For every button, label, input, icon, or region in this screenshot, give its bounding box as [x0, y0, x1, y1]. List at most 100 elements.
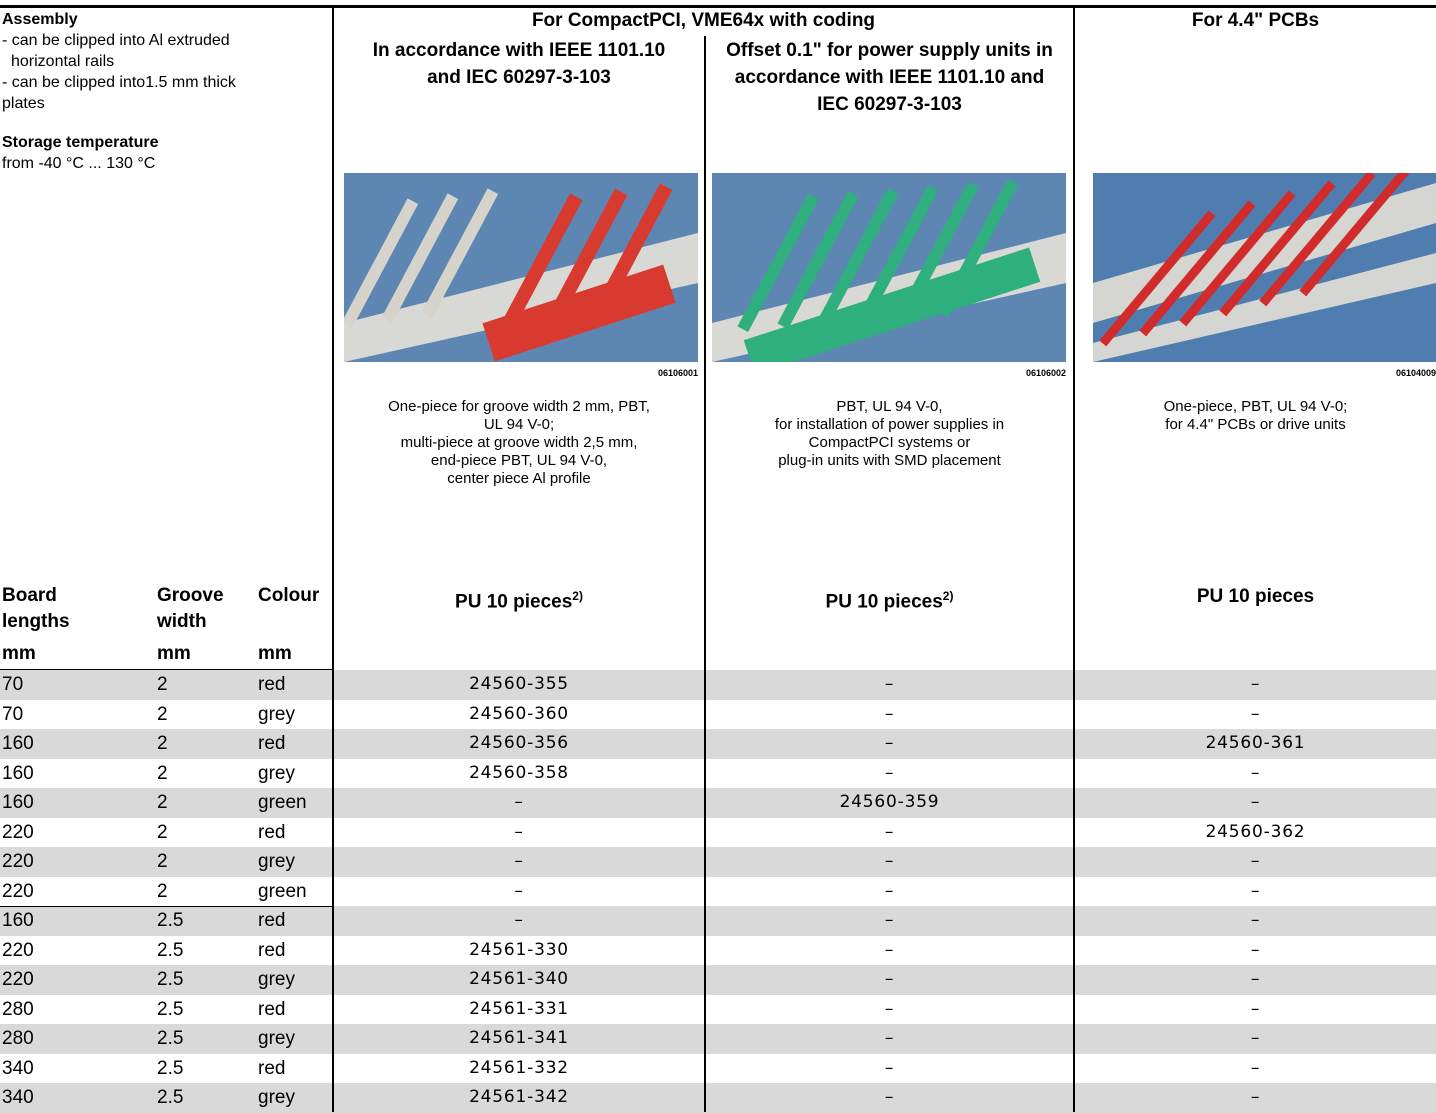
- cell: grey: [258, 703, 295, 725]
- cell: 24560-360: [469, 703, 569, 724]
- cell: green: [258, 792, 307, 813]
- cell: –: [514, 880, 524, 901]
- cell: red: [258, 1057, 286, 1079]
- cell: 24560-355: [469, 674, 569, 694]
- cell: 2.5: [157, 1057, 184, 1079]
- description: One-piece for groove width 2 mm, PBT, UL …: [334, 398, 704, 488]
- cell: 2.5: [157, 910, 184, 931]
- header-line: Colour: [258, 585, 320, 606]
- note-line: plates: [2, 95, 45, 112]
- cell: 220: [2, 851, 34, 872]
- photo-code: 06106002: [1025, 368, 1066, 378]
- cell: –: [884, 762, 895, 783]
- cell: –: [884, 939, 895, 960]
- cell: 2.5: [157, 998, 184, 1020]
- description-line: center piece Al profile: [447, 470, 591, 487]
- assembly-title: Assembly: [2, 11, 78, 28]
- description-line: multi-piece at groove width 2,5 mm,: [400, 434, 638, 451]
- row-stripe: [0, 1024, 1436, 1054]
- row-rule: [0, 669, 332, 670]
- cell: 160: [2, 792, 34, 813]
- cell: –: [1250, 998, 1261, 1019]
- description: PBT, UL 94 V-0, for installation of power…: [706, 398, 1073, 470]
- cell: –: [1250, 910, 1261, 930]
- cell: red: [258, 910, 286, 931]
- packing-unit: PU 10 pieces2): [706, 583, 1073, 615]
- col-rule: [332, 8, 334, 1112]
- storage-text: from -40 °C ... 130 °C: [2, 155, 156, 172]
- cell: –: [1250, 703, 1261, 724]
- cell: –: [1250, 1087, 1261, 1107]
- cell: –: [514, 910, 524, 930]
- cell: –: [514, 851, 524, 871]
- cell: 220: [2, 969, 34, 990]
- description-line: PBT, UL 94 V-0,: [836, 398, 943, 415]
- cell: –: [1250, 969, 1261, 989]
- cell: –: [884, 1028, 895, 1048]
- cell: 24561-331: [469, 998, 569, 1019]
- group-heading: For 4.4" PCBs: [1191, 10, 1320, 31]
- cell: –: [1250, 1028, 1261, 1048]
- cell: 2: [157, 880, 168, 902]
- cell: –: [1250, 880, 1261, 901]
- cell: –: [884, 703, 895, 724]
- header-line: width: [157, 611, 207, 632]
- row-rule: [0, 906, 332, 907]
- cell: –: [1250, 1057, 1261, 1078]
- heading-line: In accordance with IEEE 1101.10: [372, 40, 666, 61]
- cell: 24561-341: [469, 1028, 569, 1048]
- description-line: for 4.4" PCBs or drive units: [1165, 416, 1346, 433]
- pu-label: PU 10 pieces: [825, 591, 943, 613]
- row-stripe: [0, 1083, 1436, 1113]
- pu-label: PU 10 pieces: [455, 591, 573, 613]
- cell: 24560-358: [469, 762, 569, 783]
- cell: 340: [2, 1057, 34, 1079]
- row-stripe: [0, 788, 1436, 818]
- cell: 24560-362: [1205, 821, 1306, 842]
- cell: 2: [157, 703, 168, 725]
- cell: grey: [258, 969, 295, 990]
- cell: 160: [2, 910, 34, 931]
- cell: red: [258, 733, 286, 754]
- cell: –: [1250, 674, 1261, 694]
- cell: 160: [2, 762, 34, 784]
- cell: 70: [2, 703, 24, 725]
- cell: grey: [258, 762, 295, 784]
- cell: 2: [157, 733, 168, 754]
- product-photo: [712, 173, 1066, 362]
- column-header: Groove width: [157, 583, 224, 635]
- cell: 2.5: [157, 1028, 184, 1049]
- photo-code: 06104009: [1395, 368, 1436, 378]
- cell: –: [514, 821, 524, 842]
- header-line: lengths: [2, 611, 70, 632]
- cell: –: [884, 733, 895, 753]
- col-rule: [704, 36, 706, 1112]
- cell: 24560-356: [469, 733, 569, 753]
- group-heading: For CompactPCI, VME64x with coding: [531, 10, 876, 31]
- product-photo: [1093, 173, 1436, 362]
- cell: 220: [2, 939, 34, 961]
- description: One-piece, PBT, UL 94 V-0; for 4.4" PCBs …: [1075, 398, 1436, 434]
- description-line: One-piece, PBT, UL 94 V-0;: [1163, 398, 1348, 415]
- cell: 2.5: [157, 969, 184, 990]
- cell: –: [884, 910, 895, 930]
- cell: –: [514, 792, 524, 812]
- packing-unit: PU 10 pieces2): [334, 583, 704, 615]
- cell: –: [884, 998, 895, 1019]
- cell: green: [258, 880, 307, 902]
- cell: grey: [258, 1087, 295, 1108]
- header-line: Board: [2, 585, 57, 606]
- description-line: UL 94 V-0;: [483, 416, 555, 433]
- cell: 24560-359: [839, 792, 940, 812]
- cell: 280: [2, 1028, 34, 1049]
- cell: 24561-340: [469, 969, 569, 989]
- cell: –: [1250, 762, 1261, 783]
- description-line: One-piece for groove width 2 mm, PBT,: [388, 398, 650, 415]
- cell: red: [258, 939, 286, 961]
- footnote: 2): [942, 589, 954, 603]
- cell: 160: [2, 733, 34, 754]
- description-line: CompactPCI systems or: [808, 434, 971, 451]
- heading-line: IEC 60297-3-103: [817, 94, 962, 115]
- note-line: - can be clipped into1.5 mm thick: [2, 74, 236, 91]
- photo-code: 06106001: [657, 368, 698, 378]
